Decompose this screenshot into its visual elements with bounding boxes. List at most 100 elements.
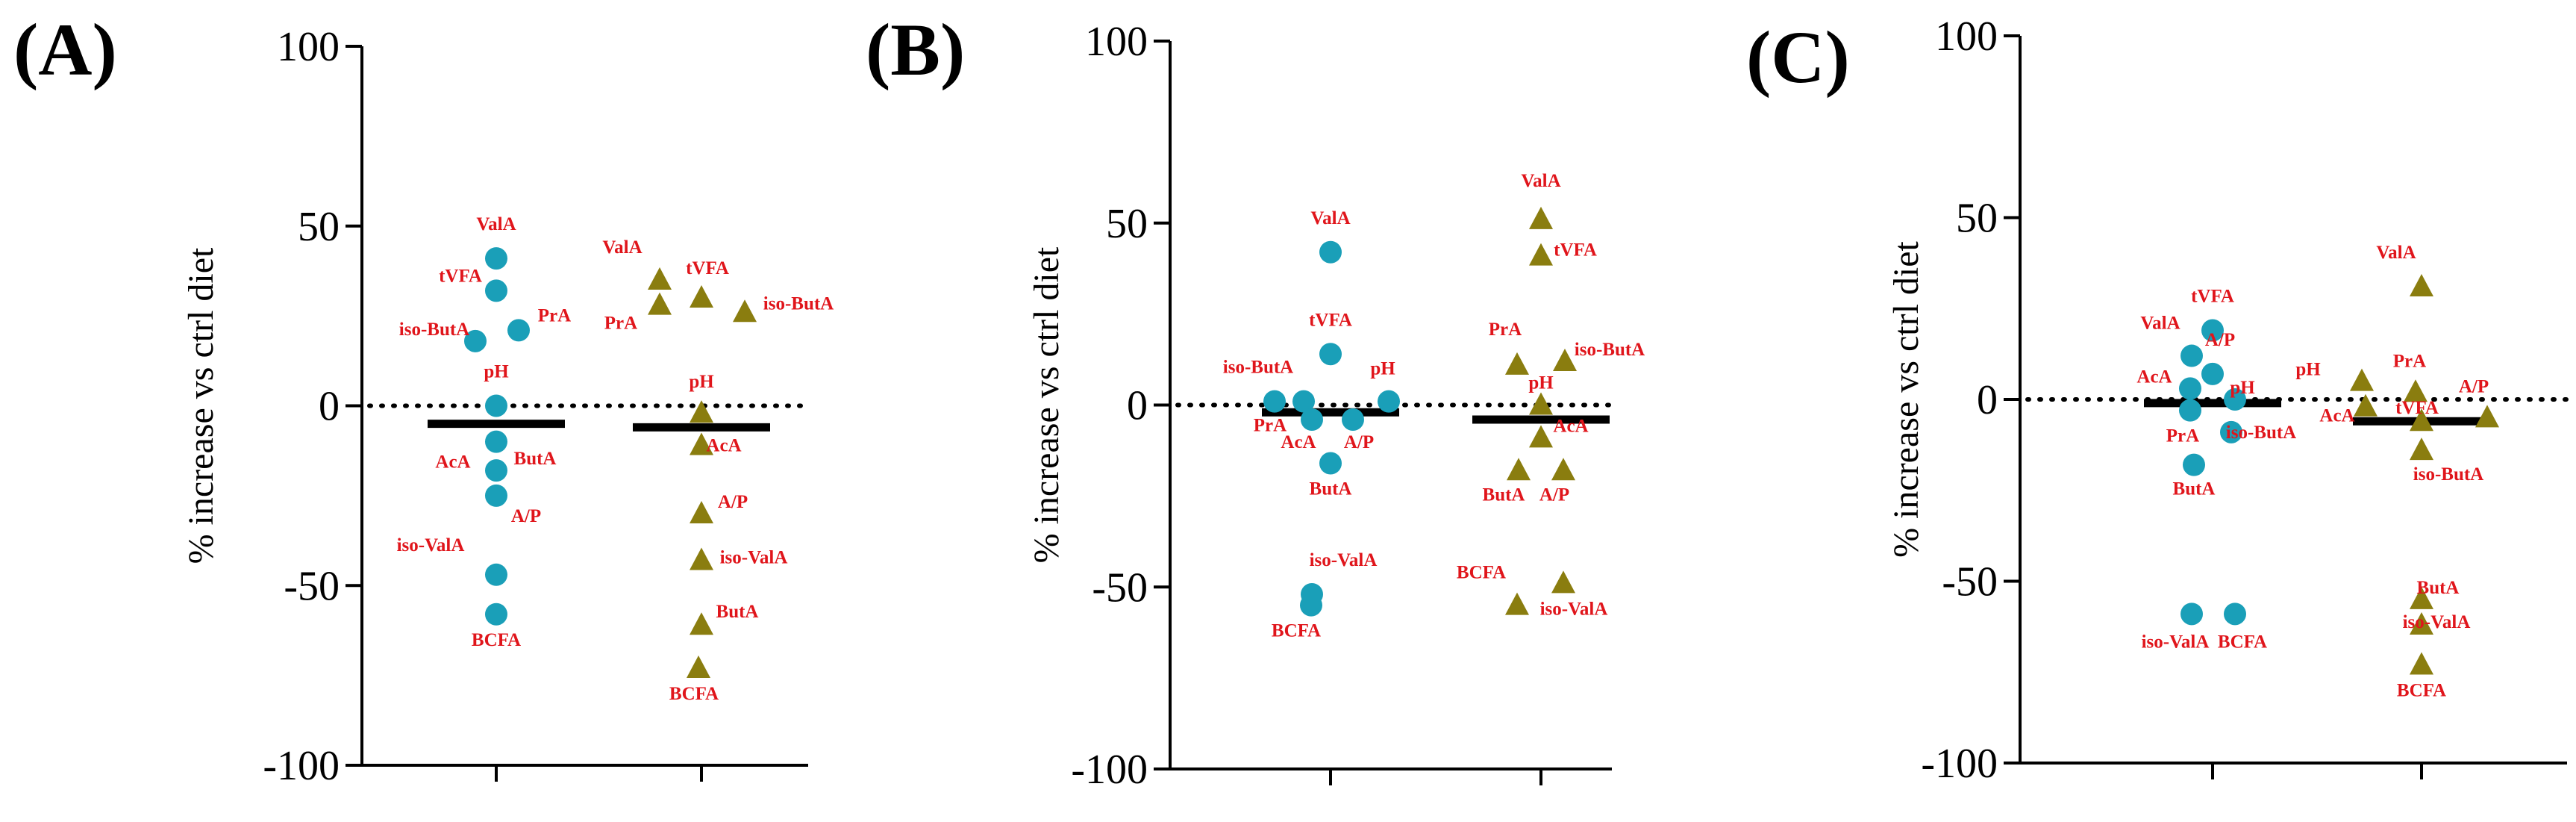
data-point-label: tVFA [2395,398,2439,418]
data-point-triangle [1505,592,1529,615]
data-point-label: tVFA [439,266,482,286]
data-point-label: PrA [2393,351,2426,371]
y-tick-label: 0 [1977,377,1998,423]
data-point-label: BCFA [669,684,719,704]
data-point-label: AcA [2136,367,2172,387]
panel-letter: (A) [13,8,117,91]
data-point-triangle [690,500,713,523]
data-point-triangle [1529,425,1553,448]
y-tick-label: 100 [1935,13,1998,60]
panel-letter: (B) [866,8,965,91]
data-point-triangle [1529,392,1553,415]
data-point-circle [485,430,507,453]
data-point-label: A/P [511,506,541,526]
data-point-triangle [2410,652,2433,675]
data-point-label: pH [1370,359,1395,379]
data-point-label: ButA [1310,479,1352,499]
data-point-label: PrA [538,305,571,326]
data-point-label: A/P [2459,376,2489,396]
data-point-triangle [2410,611,2433,635]
y-tick-label: 0 [1127,383,1148,429]
data-point-triangle [1529,243,1553,266]
data-point-label: tVFA [1309,310,1352,330]
data-point-label: iso-ButA [763,293,834,314]
data-point-triangle [2475,405,2499,428]
y-tick-label: -100 [1071,747,1148,793]
data-point-label: iso-ValA [1310,550,1378,570]
data-point-label: ButA [2173,479,2216,499]
y-axis-label: % increase vs ctrl diet [181,247,221,564]
data-point-triangle [690,400,713,423]
data-point-circle [1378,390,1400,413]
data-point-label: iso-ValA [2403,612,2471,632]
data-point-label: iso-ButA [1575,340,1645,360]
data-point-label: tVFA [686,258,729,278]
data-point-label: A/P [718,492,748,512]
data-point-label: AcA [2319,406,2354,426]
data-point-circle [2179,377,2201,400]
data-point-label: ValA [2140,314,2180,334]
y-tick-label: -100 [1921,741,1998,787]
data-point-circle [1292,390,1315,413]
data-point-triangle [2404,379,2427,402]
data-point-circle [1342,408,1364,431]
data-point-label: BCFA [1457,563,1506,583]
data-point-triangle [690,432,713,455]
data-point-circle [1319,452,1342,475]
data-point-label: iso-ValA [720,548,788,568]
data-point-triangle [1529,206,1553,229]
data-point-triangle [690,612,713,635]
data-point-label: pH [689,372,714,392]
data-point-label: AcA [1553,416,1588,436]
y-tick-label: 100 [1085,19,1148,65]
data-point-label: PrA [2166,426,2199,446]
panel-a: (A) % increase vs ctrl diet -100 -50 0 50 100 V… [13,8,834,789]
y-tick-label: -50 [284,563,340,609]
data-point-circle [485,279,507,302]
data-point-label: iso-ValA [2142,632,2210,652]
data-point-label: pH [2230,378,2255,398]
data-point-triangle [687,655,710,678]
data-point-triangle [2410,586,2433,609]
data-point-triangle [1551,458,1575,481]
data-point-label: ButA [1483,485,1525,505]
data-point-triangle [2410,274,2433,297]
y-tick-label: 100 [277,24,340,70]
data-point-label: pH [2295,360,2321,380]
data-point-triangle [1505,352,1529,375]
data-point-label: iso-ButA [1223,358,1293,378]
data-point-circle [1263,390,1286,413]
data-point-label: PrA [1254,416,1287,436]
data-point-triangle [2410,438,2433,461]
data-point-circle [464,329,487,352]
data-point-triangle [690,547,713,570]
data-point-circle [2179,399,2201,422]
data-point-circle [1301,408,1323,431]
y-tick-label: -50 [1942,559,1998,605]
data-point-circle [2224,603,2246,626]
panel-b: (B) % increase vs ctrl diet -100 -50 0 50 100 V… [866,8,1645,793]
data-point-label: ValA [476,214,516,234]
data-point-label: iso-ButA [2413,464,2483,485]
data-point-label: iso-ButA [2226,423,2296,443]
data-point-triangle [690,285,713,308]
data-point-triangle [1507,458,1531,481]
data-point-circle [2220,420,2242,443]
data-point-circle [1300,594,1322,617]
data-point-label: ValA [602,237,642,258]
y-tick-label: 0 [319,384,340,430]
data-point-label: BCFA [1272,621,1321,641]
data-point-circle [2183,453,2205,476]
data-point-label: ValA [1521,171,1560,191]
data-point-circle [2201,319,2224,342]
data-point-label: ButA [514,449,557,469]
data-point-triangle [648,292,672,315]
data-point-circle [507,319,530,342]
data-point-circle [2180,344,2203,367]
y-axis-label: % increase vs ctrl diet [1886,240,1926,557]
data-point-circle [2180,603,2203,626]
data-point-label: tVFA [1554,240,1597,261]
y-tick-label: 50 [1956,196,1998,242]
data-point-label: iso-ValA [1540,599,1608,619]
data-point-label: ButA [2417,578,2460,598]
